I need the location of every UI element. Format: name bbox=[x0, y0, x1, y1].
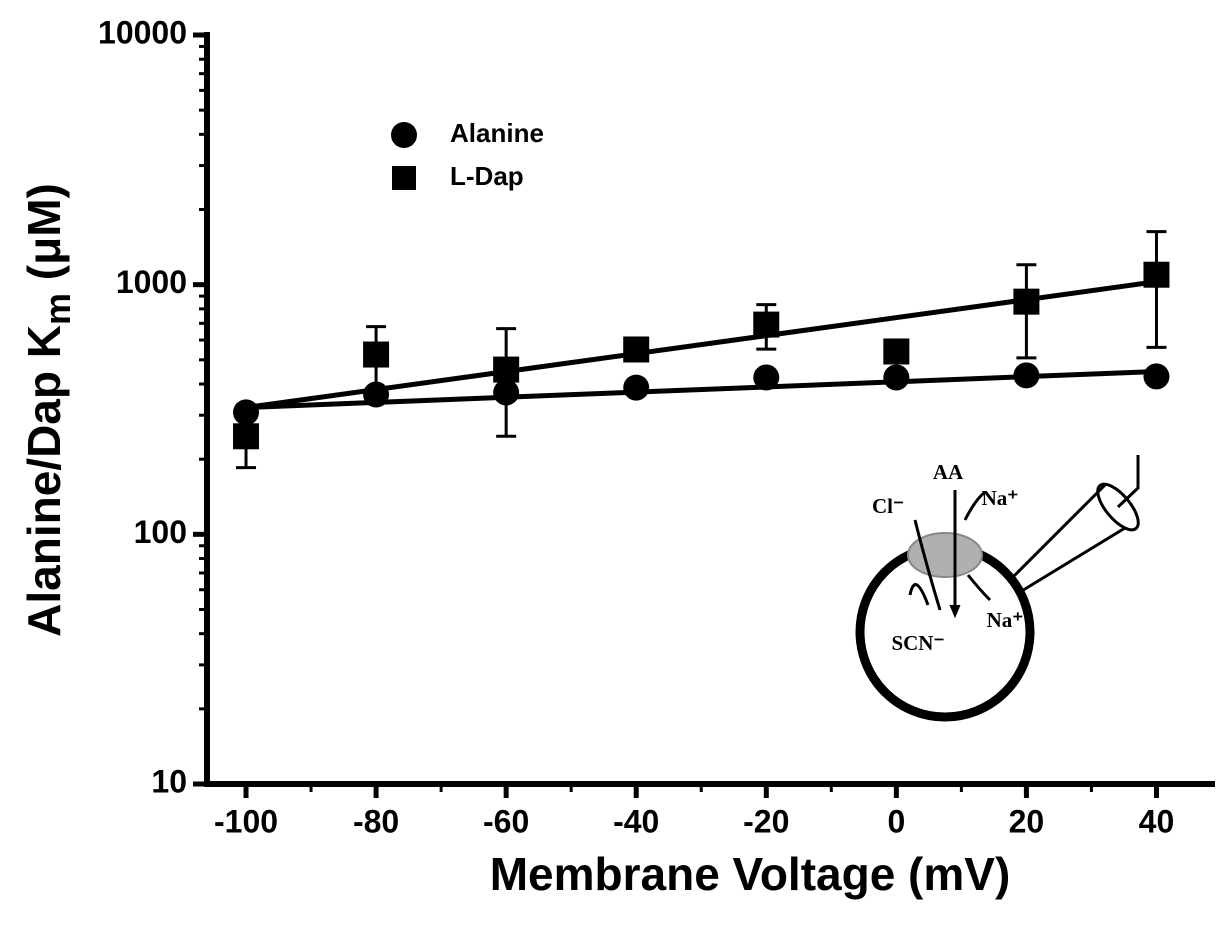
x-tick-label: 40 bbox=[1139, 803, 1175, 839]
circle-marker bbox=[623, 374, 650, 401]
y-tick-label: 100 bbox=[134, 514, 187, 550]
pipette bbox=[1019, 526, 1126, 594]
arrowhead bbox=[949, 604, 961, 619]
y-tick-label: 10000 bbox=[98, 14, 187, 50]
fit-line bbox=[245, 279, 1157, 411]
arrow bbox=[913, 519, 942, 611]
square-marker bbox=[1143, 261, 1170, 288]
inset-label: Na⁺ bbox=[987, 608, 1024, 632]
square-marker bbox=[233, 423, 260, 450]
pipette bbox=[1010, 483, 1107, 580]
legend-label: L-Dap bbox=[450, 161, 524, 191]
arrow bbox=[966, 574, 992, 602]
x-tick-label: 20 bbox=[1009, 803, 1045, 839]
y-tick-label: 10 bbox=[151, 763, 187, 799]
inset-label: SCN⁻ bbox=[891, 631, 944, 655]
inset-diagram: AA Cl⁻ Na⁺ Na⁺ SCN⁻ bbox=[855, 455, 1140, 722]
square-marker bbox=[1013, 288, 1040, 315]
inset-label: AA bbox=[933, 460, 964, 484]
y-label-main: Alanine/Dap K bbox=[18, 325, 70, 637]
y-label-unit: (μM) bbox=[18, 183, 70, 293]
square-marker bbox=[363, 341, 390, 368]
x-tick-label: -20 bbox=[743, 803, 789, 839]
square-marker bbox=[623, 336, 650, 363]
circle-marker bbox=[1143, 363, 1170, 390]
square-marker bbox=[883, 338, 910, 365]
electrode bbox=[1116, 455, 1140, 509]
arrow bbox=[963, 490, 986, 521]
arrow bbox=[908, 583, 930, 606]
x-tick-label: 0 bbox=[887, 803, 905, 839]
y-label-subscript: m bbox=[37, 293, 78, 325]
legend-marker bbox=[391, 122, 417, 148]
x-tick-label: -40 bbox=[613, 803, 659, 839]
y-tick-label: 1000 bbox=[116, 264, 187, 300]
circle-marker bbox=[753, 364, 780, 391]
fit-line bbox=[245, 368, 1157, 411]
legend-label: Alanine bbox=[450, 118, 544, 148]
x-tick-label: -80 bbox=[353, 803, 399, 839]
inset-label: Cl⁻ bbox=[872, 494, 904, 518]
circle-marker bbox=[1013, 362, 1040, 389]
x-axis-label: Membrane Voltage (mV) bbox=[490, 848, 1011, 900]
legend-marker bbox=[392, 166, 416, 190]
x-tick-label: -60 bbox=[483, 803, 529, 839]
circle-marker bbox=[883, 364, 910, 391]
x-tick-label: -100 bbox=[214, 803, 278, 839]
square-marker bbox=[493, 356, 520, 383]
square-marker bbox=[753, 311, 780, 338]
inset-label: Na⁺ bbox=[982, 486, 1019, 510]
y-axis-label: Alanine/Dap Km (μM) bbox=[18, 183, 77, 637]
